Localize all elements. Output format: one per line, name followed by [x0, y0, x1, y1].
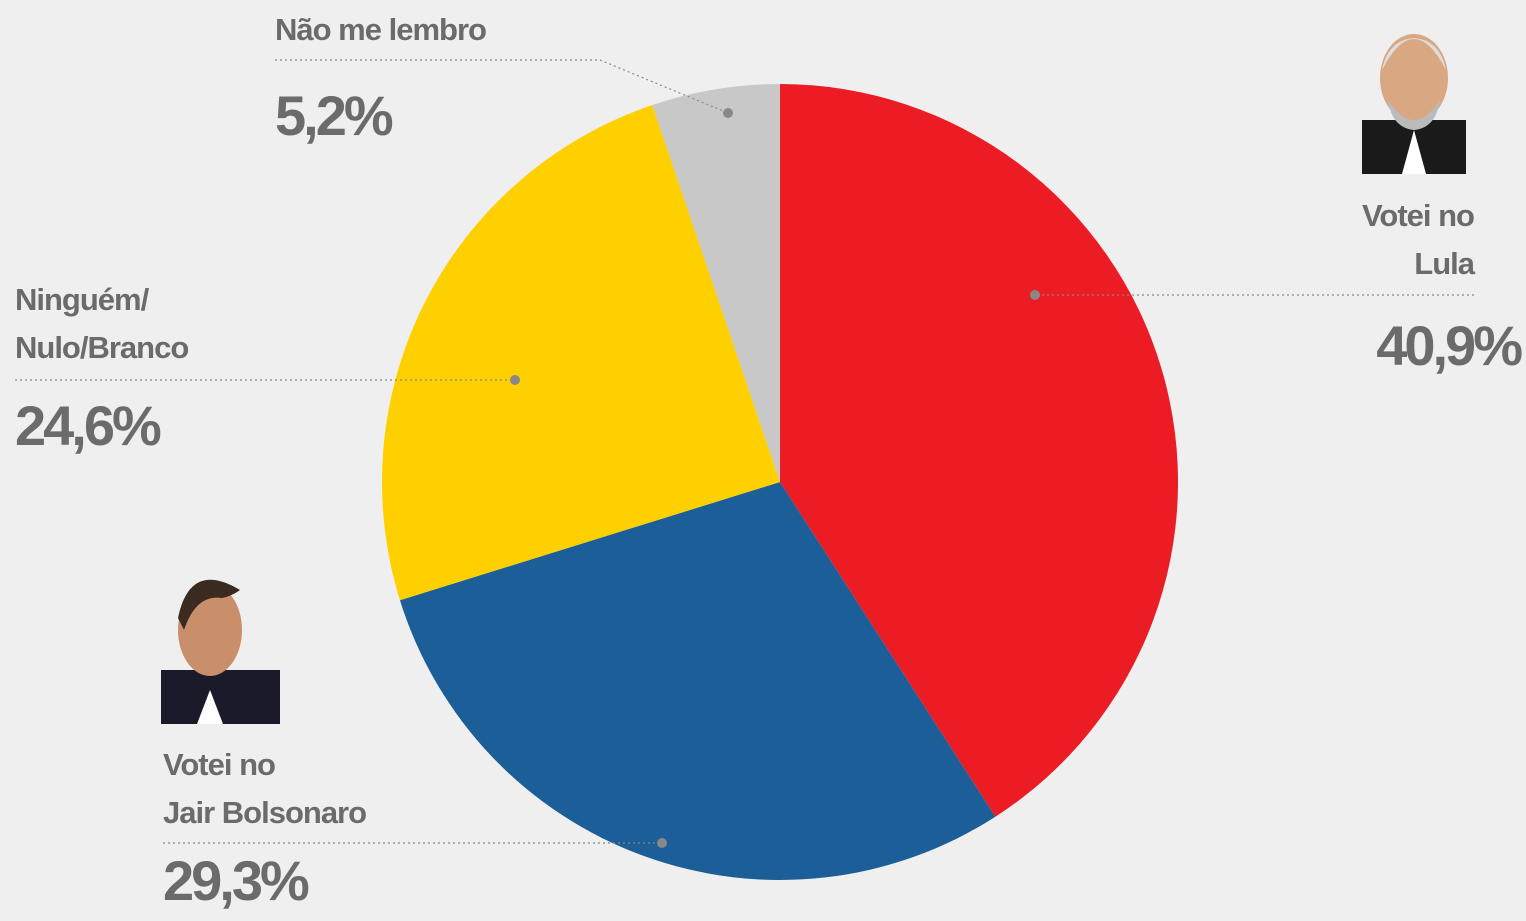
leader-line: [275, 59, 729, 114]
leader-dot: [723, 108, 733, 118]
portrait-bolsonaro: [161, 579, 280, 724]
value-label: 24,6%: [15, 394, 161, 457]
pie-slice: [652, 84, 780, 482]
slice-label: Não me lembro: [275, 12, 486, 47]
pie-slice: [381, 105, 780, 601]
slice-label: Votei no Lula: [1362, 198, 1476, 281]
value-label: 5,2%: [275, 84, 393, 147]
pie-slice: [399, 482, 996, 880]
value-label: 29,3%: [163, 849, 309, 912]
leader-dot: [1030, 290, 1040, 300]
portrait-lula: [1362, 34, 1466, 174]
pie-slice: [780, 84, 1178, 817]
slice-label: Ninguém/Nulo/Branco: [15, 282, 188, 365]
leader-dot: [510, 375, 520, 385]
leader-dot: [657, 838, 667, 848]
slice-label: Votei no Jair Bolsonaro: [163, 747, 366, 830]
pie: [381, 84, 1178, 880]
labels: Votei no Lula 40,9% Votei no Jair Bolsonaro 2…: [15, 12, 1525, 912]
value-label: 40,9%: [1376, 314, 1522, 377]
